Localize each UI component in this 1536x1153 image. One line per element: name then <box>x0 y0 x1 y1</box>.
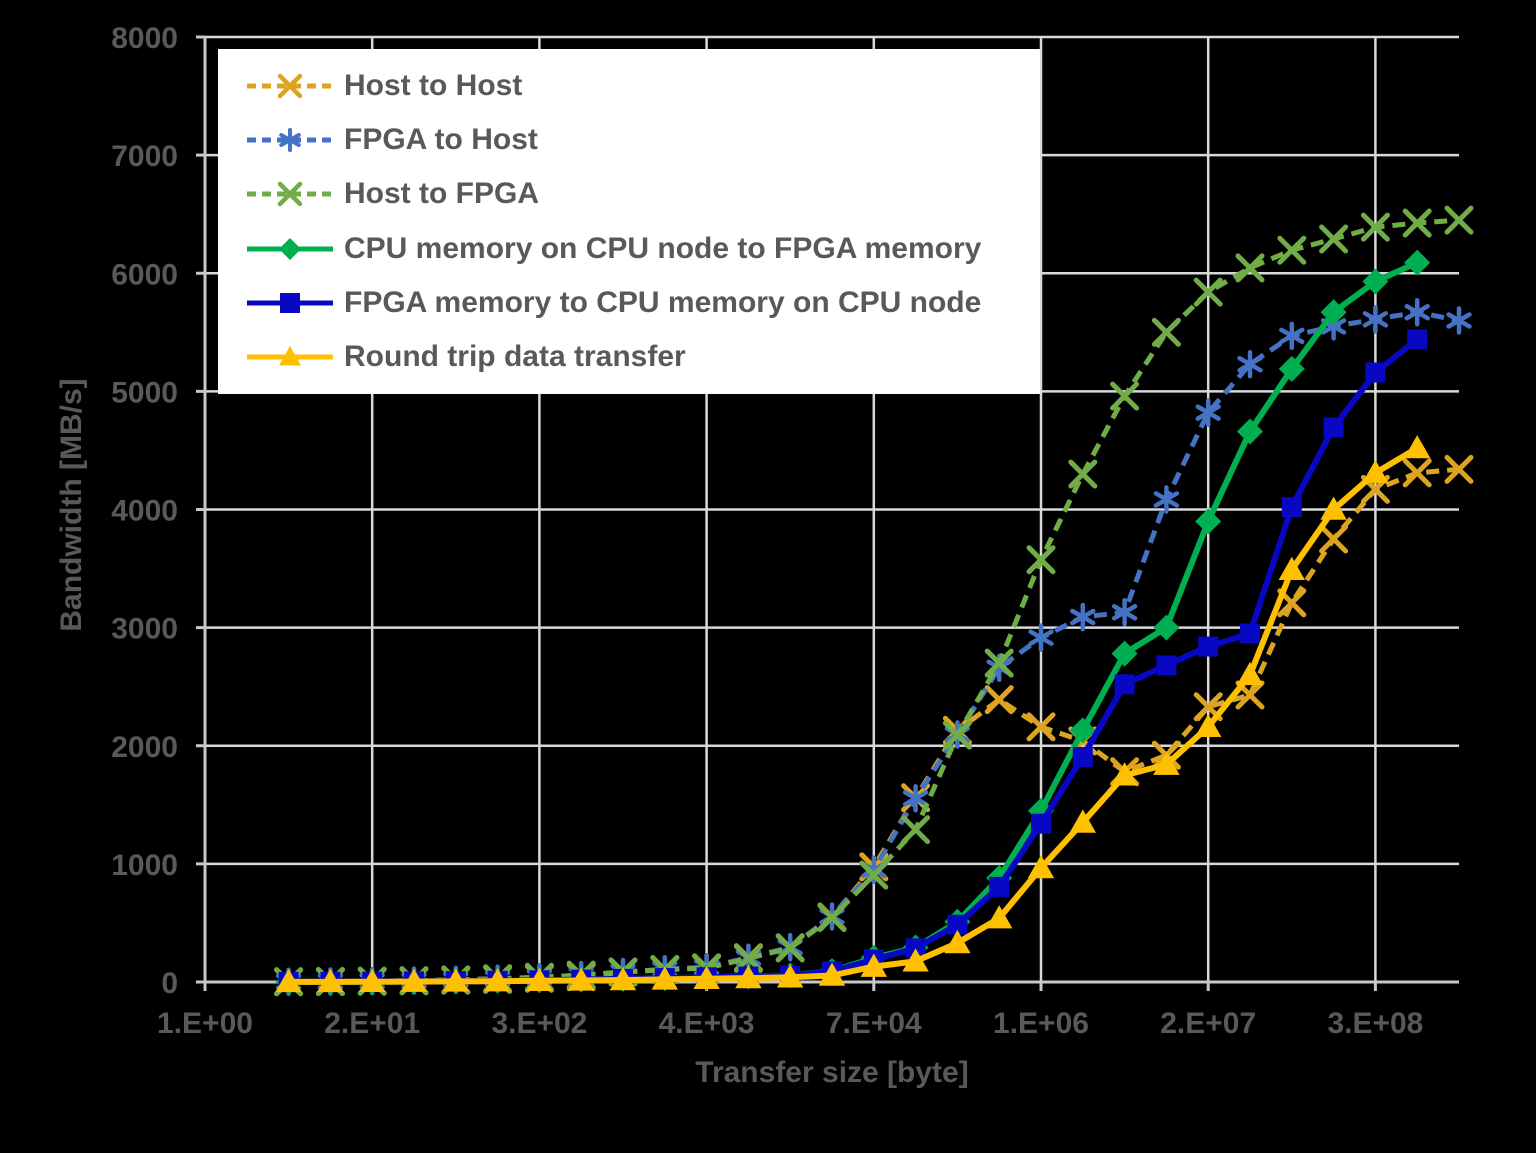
x-tick-label: 1.E+06 <box>993 1007 1089 1040</box>
series-round-trip-data-transfer-markers <box>275 435 1431 993</box>
legend: Host to Host FPGA to Host Host to FPGA C… <box>218 49 1040 394</box>
round-trip-marker-icon <box>247 345 333 366</box>
x-tick-label: 7.E+04 <box>826 1007 922 1040</box>
x-tick-label: 1.E+00 <box>157 1007 253 1040</box>
x-tick-label: 2.E+07 <box>1160 1007 1256 1040</box>
legend-label: FPGA memory to CPU memory on CPU node <box>344 285 982 319</box>
legend-label: CPU memory on CPU node to FPGA memory <box>344 231 982 265</box>
legend-item-fpga-memory-to-cpu: FPGA memory to CPU memory on CPU node <box>244 285 1030 321</box>
series-round-trip-data-transfer <box>275 435 1431 993</box>
y-tick-label: 1000 <box>111 849 178 882</box>
y-tick-label: 5000 <box>111 376 178 409</box>
x-tick-label: 4.E+03 <box>659 1007 755 1040</box>
y-axis-title: Bandwidth [MB/s] <box>55 378 88 632</box>
host-to-host-marker-icon <box>247 73 333 99</box>
legend-item-round-trip: Round trip data transfer <box>244 339 1030 375</box>
fpga-to-host-marker-icon <box>247 128 333 153</box>
y-tick-label: 6000 <box>111 258 178 291</box>
y-tick-label: 2000 <box>111 731 178 764</box>
host-to-fpga-marker-icon <box>247 182 333 207</box>
legend-label: Round trip data transfer <box>344 339 686 373</box>
cpu-to-fpga-memory-marker-icon <box>247 237 333 260</box>
legend-label: FPGA to Host <box>344 123 538 157</box>
legend-label: Host to FPGA <box>344 177 539 211</box>
x-axis-title: Transfer size [byte] <box>695 1056 969 1089</box>
tick-labels: 0 1000 2000 3000 4000 5000 6000 7000 8000 1.E+00 2… <box>111 22 1423 1040</box>
legend-item-host-to-fpga: Host to FPGA <box>244 176 1030 212</box>
y-tick-label: 8000 <box>111 22 178 55</box>
y-tick-label: 0 <box>161 967 178 1000</box>
legend-item-cpu-to-fpga-memory: CPU memory on CPU node to FPGA memory <box>244 231 1030 267</box>
fpga-memory-to-cpu-marker-icon <box>247 292 333 313</box>
x-tick-label: 3.E+02 <box>491 1007 587 1040</box>
y-tick-label: 3000 <box>111 613 178 646</box>
x-tick-label: 3.E+08 <box>1327 1007 1423 1040</box>
legend-label: Host to Host <box>344 69 523 103</box>
legend-item-fpga-to-host: FPGA to Host <box>244 122 1030 158</box>
y-tick-label: 4000 <box>111 495 178 528</box>
legend-item-host-to-host: Host to Host <box>244 68 1030 104</box>
x-tick-label: 2.E+01 <box>324 1007 420 1040</box>
y-tick-label: 7000 <box>111 140 178 173</box>
